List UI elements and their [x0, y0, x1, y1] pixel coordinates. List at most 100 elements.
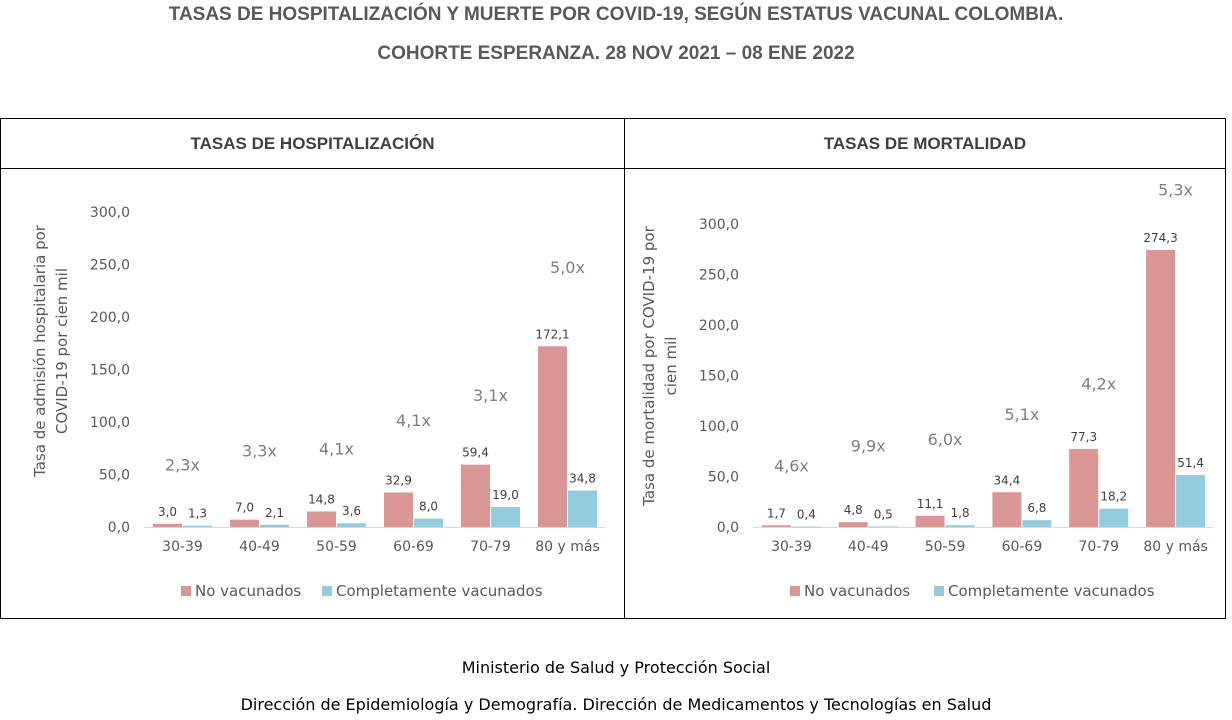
bar-no-vacunados	[838, 522, 868, 527]
x-tick-label: 80 y más	[535, 539, 600, 555]
mortality-chart: 0,0 50,0 100,0 150,0 200,0 250,0 300,0 Tasa de …	[640, 181, 1214, 600]
bar-no-vacunados	[915, 515, 945, 527]
bar-completamente-vacunados	[568, 490, 597, 527]
data-label-completamente-vacunados: 51,4	[1177, 456, 1204, 470]
bar-completamente-vacunados	[1022, 520, 1052, 527]
bar-no-vacunados	[1069, 448, 1099, 527]
bar-completamente-vacunados	[183, 525, 212, 527]
data-label-no-vacunados: 4,8	[844, 503, 863, 517]
data-label-completamente-vacunados: 1,8	[951, 506, 970, 520]
y-axis-title-line: cien mil	[662, 337, 680, 396]
data-label-completamente-vacunados: 3,6	[342, 504, 361, 518]
ratio-annotation: 3,1x	[473, 386, 508, 405]
ratio-annotation: 5,0x	[550, 258, 585, 277]
panel-title-mortalidad: TASAS DE MORTALIDAD	[823, 134, 1027, 153]
bar-completamente-vacunados	[337, 523, 366, 527]
bar-no-vacunados	[153, 523, 182, 527]
x-tick-label: 80 y más	[1143, 539, 1208, 555]
ratio-annotation: 4,6x	[774, 456, 809, 475]
y-tick-label: 250,0	[90, 258, 130, 274]
ratio-annotation: 9,9x	[851, 436, 886, 455]
x-tick-label: 70-79	[1078, 539, 1119, 555]
bar-completamente-vacunados	[414, 518, 443, 527]
panel-divider-vertical	[624, 118, 625, 619]
y-tick-label: 300,0	[699, 217, 739, 233]
y-tick-label: 150,0	[90, 363, 130, 379]
data-label-completamente-vacunados: 0,4	[797, 508, 816, 522]
bar-no-vacunados	[992, 492, 1022, 527]
legend-label-completamente-vacunados: Completamente vacunados	[948, 582, 1155, 600]
bar-no-vacunados	[538, 346, 567, 527]
data-label-no-vacunados: 59,4	[462, 446, 489, 460]
y-tick-label: 150,0	[699, 369, 739, 385]
x-tick-label: 60-69	[1002, 539, 1043, 555]
bar-completamente-vacunados	[491, 507, 520, 527]
ratio-annotation: 6,0x	[928, 430, 963, 449]
x-tick-label: 70-79	[470, 539, 511, 555]
hospitalization-chart: 0,0 50,0 100,0 150,0 200,0 250,0 300,0 Tasa de …	[31, 205, 606, 600]
x-tick-label: 50-59	[316, 539, 357, 555]
bar-completamente-vacunados	[260, 524, 289, 527]
y-axis-title: Tasa de mortalidad por COVID-19 por cien …	[640, 225, 680, 506]
ratio-annotation: 4,1x	[396, 411, 431, 430]
y-axis-title-line: Tasa de mortalidad por COVID-19 por	[640, 225, 658, 506]
panels-frame	[0, 118, 1226, 619]
footer-directorates: Dirección de Epidemiología y Demografía.…	[240, 695, 992, 714]
data-label-no-vacunados: 34,4	[994, 473, 1021, 487]
y-tick-label: 50,0	[99, 468, 130, 484]
panel-divider-horizontal	[0, 168, 1226, 169]
y-tick-label: 0,0	[717, 520, 739, 536]
y-axis-title-line: Tasa de admisión hospitalaria por	[31, 224, 49, 478]
ratio-annotation: 3,3x	[242, 442, 277, 461]
x-tick-label: 30-39	[771, 539, 812, 555]
data-label-completamente-vacunados: 2,1	[265, 506, 284, 520]
x-tick-label: 60-69	[393, 539, 434, 555]
ratio-annotation: 5,3x	[1158, 181, 1193, 200]
bar-no-vacunados	[230, 519, 259, 527]
legend-swatch-no-vacunados	[790, 586, 800, 596]
y-tick-label: 300,0	[90, 205, 130, 221]
y-tick-label: 250,0	[699, 268, 739, 284]
bar-no-vacunados	[761, 525, 791, 527]
x-tick-label: 50-59	[925, 539, 966, 555]
footer-ministry: Ministerio de Salud y Protección Social	[461, 658, 771, 677]
data-label-completamente-vacunados: 8,0	[419, 500, 438, 514]
legend-swatch-completamente-vacunados	[322, 586, 332, 596]
y-tick-label: 200,0	[90, 310, 130, 326]
bar-no-vacunados	[384, 492, 413, 527]
bar-completamente-vacunados	[868, 526, 898, 528]
bar-no-vacunados	[1146, 249, 1176, 527]
x-tick-label: 30-39	[162, 539, 203, 555]
y-axis-title-line: COVID-19 por cien mil	[53, 268, 71, 434]
panel-title-hospitalizacion: TASAS DE HOSPITALIZACIÓN	[190, 134, 435, 153]
ratio-annotation: 4,1x	[319, 440, 354, 459]
y-axis-title: Tasa de admisión hospitalaria por COVID-1…	[31, 224, 71, 478]
data-label-completamente-vacunados: 18,2	[1100, 490, 1127, 504]
x-tick-label: 40-49	[239, 539, 280, 555]
data-label-no-vacunados: 172,1	[535, 327, 569, 341]
legend-label-no-vacunados: No vacunados	[195, 582, 301, 600]
ratio-annotation: 4,2x	[1081, 375, 1116, 394]
y-tick-label: 100,0	[90, 415, 130, 431]
bar-completamente-vacunados	[945, 525, 975, 527]
chart-title-line2: COHORTE ESPERANZA. 28 NOV 2021 – 08 ENE …	[377, 43, 855, 64]
data-label-completamente-vacunados: 1,3	[188, 507, 207, 521]
legend-swatch-no-vacunados	[181, 586, 191, 596]
y-tick-label: 100,0	[699, 419, 739, 435]
y-tick-label: 200,0	[699, 318, 739, 334]
data-label-completamente-vacunados: 34,8	[569, 471, 596, 485]
y-tick-label: 50,0	[708, 470, 739, 486]
bar-no-vacunados	[461, 464, 490, 527]
data-label-completamente-vacunados: 6,8	[1027, 501, 1046, 515]
bar-no-vacunados	[307, 511, 336, 527]
ratio-annotation: 5,1x	[1004, 405, 1039, 424]
data-label-no-vacunados: 14,8	[308, 492, 335, 506]
bar-completamente-vacunados	[1176, 475, 1206, 527]
data-label-no-vacunados: 274,3	[1143, 231, 1177, 245]
data-label-no-vacunados: 11,1	[917, 497, 944, 511]
bar-completamente-vacunados	[791, 526, 821, 528]
y-tick-label: 0,0	[108, 520, 130, 536]
legend-label-no-vacunados: No vacunados	[804, 582, 910, 600]
chart-title-line1: TASAS DE HOSPITALIZACIÓN Y MUERTE POR CO…	[168, 4, 1064, 25]
data-label-no-vacunados: 77,3	[1070, 430, 1097, 444]
